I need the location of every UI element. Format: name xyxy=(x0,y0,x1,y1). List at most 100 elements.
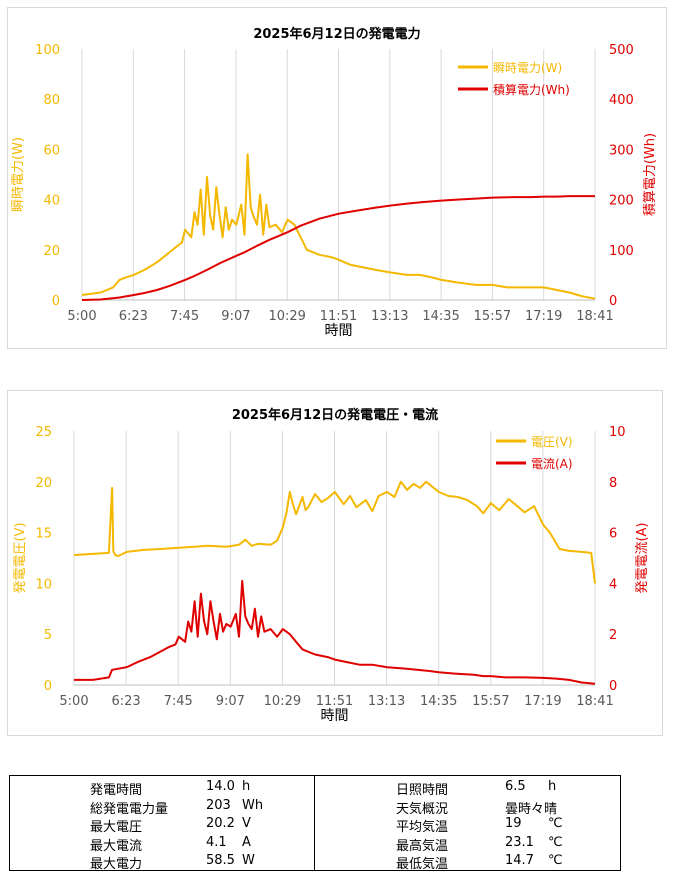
row-value-2: 6.5 xyxy=(505,779,526,794)
row-label-2: 最高気温 xyxy=(396,838,449,854)
y-left-tick-label: 0 xyxy=(52,294,60,309)
y-right-axis-title: 積算電力(Wh) xyxy=(643,133,658,216)
summary-table: 発電時間 14.0 h 日照時間 6.5 h 総発電電力量 203 Wh 天気概況 曇時々晴 最大電圧… xyxy=(9,775,621,873)
x-tick-label: 13:13 xyxy=(368,694,405,709)
voltage-current-chart-panel: 2025年6月12日の発電電圧・電流 5:00 6:23 7:45 9:07 10:29 1… xyxy=(7,390,663,736)
table-divider xyxy=(314,776,315,870)
y-right-tick-label: 6 xyxy=(609,527,617,542)
x-tick-label: 6:23 xyxy=(119,309,148,324)
y-left-tick-label: 80 xyxy=(43,93,60,108)
legend-label-1: 電圧(V) xyxy=(531,435,573,449)
y-right-tick-label: 500 xyxy=(609,43,634,58)
y-right-tick-label: 2 xyxy=(609,628,617,643)
x-axis-title: 時間 xyxy=(321,708,349,724)
y-right-axis-title: 発電電流(A) xyxy=(635,522,650,593)
row-value-2: 19 xyxy=(505,816,522,832)
row-unit: W xyxy=(242,853,255,869)
legend-label-2: 電流(A) xyxy=(531,457,573,471)
table-row: 最大電流 4.1 A 最高気温 23.1 ℃ xyxy=(10,834,620,854)
chart-title: 2025年6月12日の発電電圧・電流 xyxy=(232,407,438,423)
table-row: 最大電圧 20.2 V 平均気温 19 ℃ xyxy=(10,815,620,836)
chart-title: 2025年6月12日の発電電力 xyxy=(253,26,420,42)
x-tick-label: 6:23 xyxy=(111,694,140,709)
series-line-2 xyxy=(81,195,595,301)
row-label-2: 平均気温 xyxy=(396,820,449,836)
y-left-tick-label: 40 xyxy=(43,194,60,209)
row-label: 最大電圧 xyxy=(90,820,143,836)
x-tick-label: 11:51 xyxy=(320,309,357,324)
row-value: 203 xyxy=(206,797,231,813)
y-left-tick-label: 0 xyxy=(44,679,52,694)
row-value: 20.2 xyxy=(206,816,235,832)
y-right-tick-label: 0 xyxy=(609,679,617,694)
x-tick-label: 15:57 xyxy=(472,694,509,709)
x-tick-label: 14:35 xyxy=(422,309,459,324)
y-right-tick-label: 300 xyxy=(609,143,634,158)
x-tick-label: 18:41 xyxy=(576,694,613,709)
x-tick-label: 17:19 xyxy=(524,694,561,709)
row-value: 58.5 xyxy=(206,853,235,869)
row-value-2: 14.7 xyxy=(505,853,534,869)
x-tick-label: 11:51 xyxy=(316,694,353,709)
table-row: 発電時間 14.0 h 日照時間 6.5 h xyxy=(10,778,620,798)
row-unit: V xyxy=(242,816,251,832)
row-label: 総発電電力量 xyxy=(90,801,169,817)
series-line-1 xyxy=(73,480,596,584)
x-tick-label: 10:29 xyxy=(268,309,305,324)
series-line-2 xyxy=(74,579,596,685)
power-chart-panel: 2025年6月12日の発電電力 5:00 6:23 7:45 9:07 10:29 11:5… xyxy=(7,7,667,349)
row-value: 14.0 xyxy=(206,779,235,794)
x-tick-label: 9:07 xyxy=(221,309,250,324)
row-unit: Wh xyxy=(242,797,264,813)
x-tick-label: 7:45 xyxy=(164,694,193,709)
row-label-2: 最低気温 xyxy=(396,857,449,873)
power-chart: 2025年6月12日の発電電力 5:00 6:23 7:45 9:07 10:29 11:5… xyxy=(11,26,658,339)
y-left-tick-label: 5 xyxy=(44,628,52,643)
row-label-2: 天気概況 xyxy=(396,801,449,817)
x-tick-label: 7:45 xyxy=(170,309,199,324)
row-unit-2: h xyxy=(548,779,557,794)
x-axis-title: 時間 xyxy=(325,323,353,339)
y-left-axis-title: 瞬時電力(W) xyxy=(11,137,26,212)
y-left-axis-title: 発電電圧(V) xyxy=(13,522,28,593)
row-unit-2: ℃ xyxy=(548,816,563,832)
x-tick-label: 14:35 xyxy=(420,694,457,709)
x-tick-label: 5:00 xyxy=(59,694,88,709)
y-left-tick-label: 10 xyxy=(35,577,52,592)
x-tick-label: 10:29 xyxy=(264,694,301,709)
y-right-tick-label: 0 xyxy=(609,294,617,309)
table-row: 総発電電力量 203 Wh 天気概況 曇時々晴 xyxy=(10,797,620,817)
series-line-1 xyxy=(81,153,596,300)
x-tick-label: 5:00 xyxy=(67,309,96,324)
x-tick-label: 13:13 xyxy=(371,309,408,324)
row-label: 最大電力 xyxy=(90,857,143,873)
row-label-2: 日照時間 xyxy=(396,783,449,798)
y-right-tick-label: 10 xyxy=(609,425,626,440)
y-left-tick-label: 20 xyxy=(35,476,52,491)
y-left-tick-label: 60 xyxy=(43,143,60,158)
y-left-tick-label: 100 xyxy=(35,43,60,58)
row-label: 最大電流 xyxy=(90,838,143,854)
row-value-2: 曇時々晴 xyxy=(505,801,558,817)
x-tick-label: 9:07 xyxy=(216,694,245,709)
y-right-tick-label: 4 xyxy=(609,577,617,592)
x-tick-label: 17:19 xyxy=(525,309,562,324)
y-right-tick-label: 200 xyxy=(609,194,634,209)
y-right-tick-label: 8 xyxy=(609,476,617,491)
table-row: 最大電力 58.5 W 最低気温 14.7 ℃ xyxy=(10,852,620,873)
y-right-tick-label: 100 xyxy=(609,244,634,259)
row-unit: A xyxy=(242,834,251,850)
legend-label-1: 瞬時電力(W) xyxy=(493,61,562,75)
row-unit-2: ℃ xyxy=(548,834,563,850)
row-unit-2: ℃ xyxy=(548,853,563,869)
row-unit: h xyxy=(242,779,251,794)
x-tick-label: 18:41 xyxy=(576,309,613,324)
row-label: 発電時間 xyxy=(90,783,143,798)
row-value: 4.1 xyxy=(206,834,227,850)
y-right-tick-label: 400 xyxy=(609,93,634,108)
row-value-2: 23.1 xyxy=(505,834,534,850)
x-tick-label: 15:57 xyxy=(474,309,511,324)
y-left-tick-label: 25 xyxy=(35,425,52,440)
y-left-tick-label: 20 xyxy=(43,244,60,259)
voltage-current-chart: 2025年6月12日の発電電圧・電流 5:00 6:23 7:45 9:07 10:29 1… xyxy=(13,407,650,724)
